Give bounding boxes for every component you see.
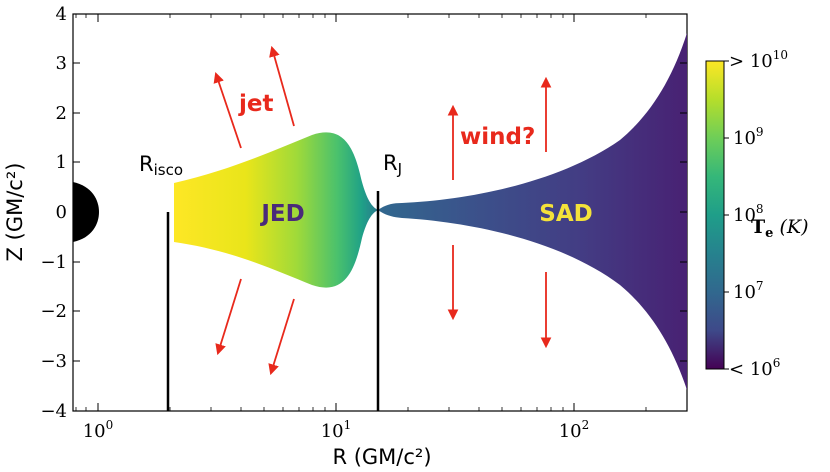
- x-tick-label: 101: [321, 418, 352, 442]
- jet-label: jet: [238, 91, 273, 117]
- colorbar-title: Te (K): [751, 216, 808, 241]
- y-tick-label: 1: [56, 152, 67, 173]
- x-tick-label: 100: [83, 418, 114, 442]
- jet-arrow-lower-right: [268, 298, 295, 376]
- y-tick-label: 4: [56, 4, 67, 25]
- y-tick-label: −4: [40, 401, 67, 422]
- rj-label: RJ: [383, 151, 402, 178]
- x-minor-ticks: [75, 14, 647, 411]
- jet-arrow-lower-left: [215, 278, 242, 356]
- sad-region: [378, 33, 687, 390]
- jet-arrow-upper-left: [213, 71, 242, 149]
- y-tick-label: −3: [40, 351, 67, 372]
- colorbar-tick-label: > 1010: [729, 48, 788, 72]
- x-axis-label: R (GM/c²): [332, 445, 431, 469]
- y-tick-label: −1: [40, 252, 67, 273]
- x-tick-label: 102: [559, 418, 590, 442]
- jed-region: [174, 132, 378, 288]
- colorbar-tick-label: 107: [733, 279, 764, 303]
- risco-label: Risco: [139, 152, 183, 179]
- sad-label: SAD: [539, 201, 592, 227]
- x-ticks: [97, 14, 575, 411]
- wind-label: wind?: [460, 124, 535, 150]
- colorbar: [705, 60, 725, 370]
- y-tick-label: 2: [56, 103, 67, 124]
- black-hole: [73, 182, 99, 242]
- y-tick-label: 0: [56, 202, 67, 223]
- y-ticks: [73, 13, 687, 412]
- colorbar-tick-label: 108: [733, 202, 764, 226]
- y-tick-label: −2: [40, 301, 67, 322]
- colorbar-tick-label: 109: [733, 125, 764, 149]
- colorbar-tick-label: < 106: [729, 356, 780, 380]
- jet-arrow-upper-right: [269, 45, 295, 127]
- y-axis-label: Z (GM/c²): [3, 163, 27, 262]
- y-tick-label: 3: [56, 53, 67, 74]
- jed-label: JED: [259, 201, 304, 227]
- colorbar-ticks: [724, 60, 729, 370]
